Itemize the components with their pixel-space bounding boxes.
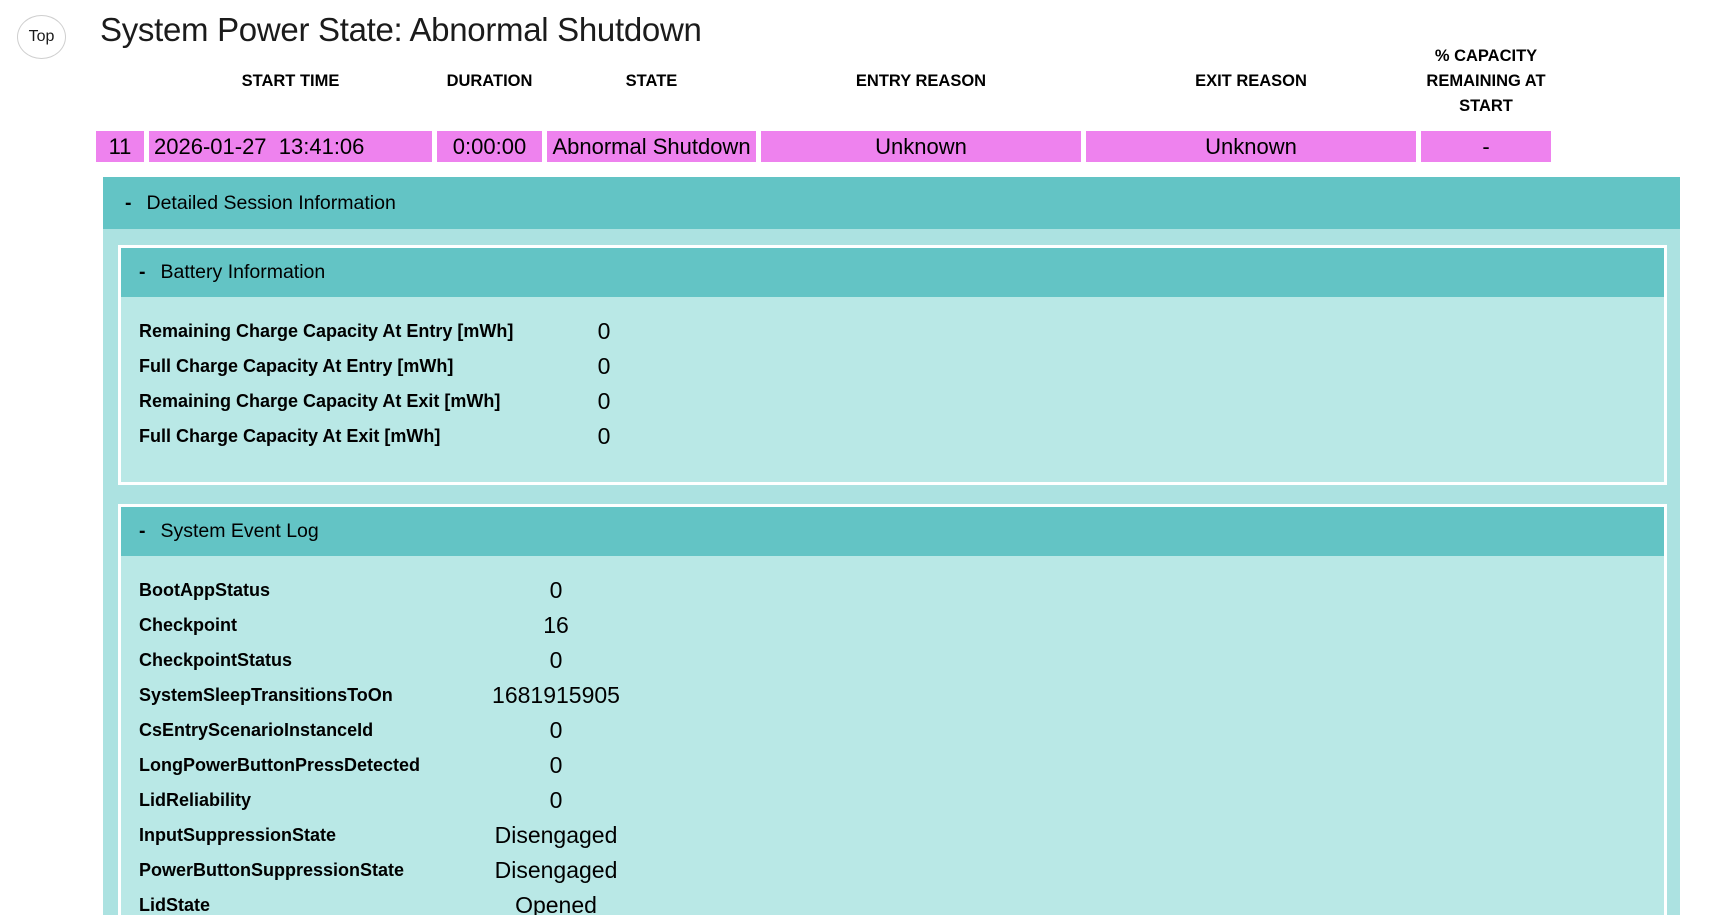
row-value: 1681915905 bbox=[492, 682, 620, 708]
column-header-index bbox=[96, 40, 144, 123]
row-value: 16 bbox=[543, 612, 569, 638]
column-header-start-time: START TIME bbox=[241, 72, 340, 90]
cell-start-time: 2026-01-27 13:41:06 bbox=[149, 131, 432, 162]
row-label: Full Charge Capacity At Entry [mWh] bbox=[139, 356, 454, 376]
table-row: Remaining Charge Capacity At Entry [mWh]… bbox=[139, 314, 1664, 349]
detailed-session-title: Detailed Session Information bbox=[146, 191, 396, 214]
table-row: Full Charge Capacity At Exit [mWh] 0 bbox=[139, 419, 1664, 454]
row-label: LongPowerButtonPressDetected bbox=[139, 755, 421, 775]
row-label: Remaining Charge Capacity At Exit [mWh] bbox=[139, 391, 501, 411]
row-label: CsEntryScenarioInstanceId bbox=[139, 720, 374, 740]
table-row: PowerButtonSuppressionState Disengaged bbox=[139, 853, 1664, 888]
row-value: Opened bbox=[515, 892, 597, 915]
row-label: Full Charge Capacity At Exit [mWh] bbox=[139, 426, 441, 446]
power-state-table: START TIME DURATION STATE ENTRY REASON E… bbox=[91, 32, 1556, 170]
cell-capacity-remaining: - bbox=[1421, 131, 1551, 162]
row-label: CheckpointStatus bbox=[139, 650, 293, 670]
cell-exit-reason: Unknown bbox=[1086, 131, 1416, 162]
row-value: 0 bbox=[549, 752, 563, 778]
table-row: LongPowerButtonPressDetected 0 bbox=[139, 748, 1664, 783]
row-value: 0 bbox=[597, 423, 611, 449]
row-label: SystemSleepTransitionsToOn bbox=[139, 685, 393, 705]
column-header-capacity-remaining: % CAPACITY REMAINING AT START bbox=[1426, 47, 1546, 115]
system-event-log-title: System Event Log bbox=[160, 520, 319, 542]
row-value: 0 bbox=[549, 717, 563, 743]
cell-duration: 0:00:00 bbox=[437, 131, 542, 162]
row-label: LidState bbox=[139, 895, 211, 915]
table-row: BootAppStatus 0 bbox=[139, 573, 1664, 608]
system-event-log-body: BootAppStatus 0 Checkpoint 16 Checkpoint… bbox=[121, 556, 1664, 915]
cell-session-index: 11 bbox=[96, 131, 144, 162]
battery-information-header[interactable]: - Battery Information bbox=[121, 248, 1664, 297]
row-value: Disengaged bbox=[494, 857, 618, 883]
table-row: Remaining Charge Capacity At Exit [mWh] … bbox=[139, 384, 1664, 419]
collapse-minus-icon: - bbox=[139, 261, 146, 283]
column-header-entry-reason: ENTRY REASON bbox=[855, 72, 987, 90]
page-title: System Power State: Abnormal Shutdown bbox=[100, 11, 702, 48]
power-state-row: 11 2026-01-27 13:41:06 0:00:00 Abnormal … bbox=[96, 131, 1551, 162]
row-value: 0 bbox=[597, 318, 611, 344]
row-label: BootAppStatus bbox=[139, 580, 270, 600]
row-value: 0 bbox=[549, 647, 563, 673]
collapse-minus-icon: - bbox=[125, 191, 132, 214]
row-label: InputSuppressionState bbox=[139, 825, 337, 845]
table-row: LidReliability 0 bbox=[139, 783, 1664, 818]
column-header-exit-reason: EXIT REASON bbox=[1195, 72, 1307, 90]
detailed-session-body: - Battery Information Remaining Charge C… bbox=[103, 229, 1680, 915]
column-header-duration: DURATION bbox=[446, 72, 533, 90]
row-value: 0 bbox=[597, 353, 611, 379]
system-event-log-header[interactable]: - System Event Log bbox=[121, 507, 1664, 556]
cell-entry-reason: Unknown bbox=[761, 131, 1081, 162]
power-table-header-row: START TIME DURATION STATE ENTRY REASON E… bbox=[96, 40, 1551, 123]
battery-information-title: Battery Information bbox=[160, 261, 326, 283]
row-value: 0 bbox=[549, 787, 563, 813]
table-row: CsEntryScenarioInstanceId 0 bbox=[139, 713, 1664, 748]
system-event-log-panel: - System Event Log BootAppStatus 0 Check… bbox=[118, 504, 1667, 915]
collapse-minus-icon: - bbox=[139, 520, 146, 542]
table-row: SystemSleepTransitionsToOn 1681915905 bbox=[139, 678, 1664, 713]
table-row: Checkpoint 16 bbox=[139, 608, 1664, 643]
cell-state: Abnormal Shutdown bbox=[547, 131, 756, 162]
top-button[interactable]: Top bbox=[17, 15, 66, 59]
column-header-state: STATE bbox=[625, 72, 678, 90]
table-row: LidState Opened bbox=[139, 888, 1664, 915]
detailed-session-section: - Detailed Session Information - Battery… bbox=[103, 177, 1680, 915]
detailed-session-header[interactable]: - Detailed Session Information bbox=[103, 177, 1680, 229]
battery-information-panel: - Battery Information Remaining Charge C… bbox=[118, 245, 1667, 485]
row-label: PowerButtonSuppressionState bbox=[139, 860, 405, 880]
row-label: Remaining Charge Capacity At Entry [mWh] bbox=[139, 321, 514, 341]
battery-information-body: Remaining Charge Capacity At Entry [mWh]… bbox=[121, 297, 1664, 482]
row-label: Checkpoint bbox=[139, 615, 238, 635]
table-row: InputSuppressionState Disengaged bbox=[139, 818, 1664, 853]
table-row: Full Charge Capacity At Entry [mWh] 0 bbox=[139, 349, 1664, 384]
row-value: 0 bbox=[549, 577, 563, 603]
table-row: CheckpointStatus 0 bbox=[139, 643, 1664, 678]
row-value: 0 bbox=[597, 388, 611, 414]
row-value: Disengaged bbox=[494, 822, 618, 848]
row-label: LidReliability bbox=[139, 790, 252, 810]
